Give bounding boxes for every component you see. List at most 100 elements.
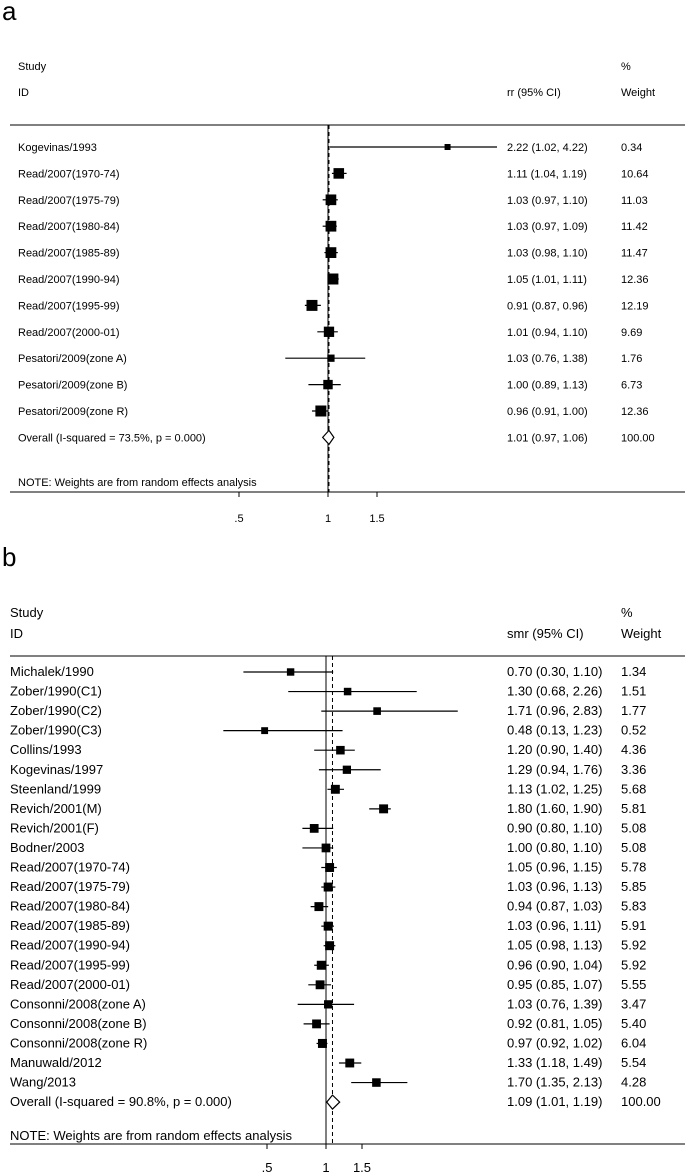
study-label: Pesatori/2009(zone A) <box>18 353 127 365</box>
study-label: Kogevinas/1997 <box>10 762 103 777</box>
study-label: Read/2007(2000-01) <box>18 327 120 339</box>
study-label: Read/2007(2000-01) <box>10 977 130 992</box>
study-label: Revich/2001(F) <box>10 820 99 835</box>
panel-a-x-tick-label: 1.5 <box>369 513 384 525</box>
point-estimate-marker <box>286 668 295 676</box>
ci-text: 1.05 (1.01, 1.11) <box>507 274 587 286</box>
ci-text: 1.03 (0.98, 1.10) <box>507 248 588 260</box>
weight-text: 6.04 <box>621 1035 646 1050</box>
weight-text: 1.77 <box>621 703 646 718</box>
weight-text: 5.55 <box>621 977 646 992</box>
weight-text: 5.85 <box>621 879 646 894</box>
overall-ci-text: 1.01 (0.97, 1.06) <box>507 432 588 444</box>
point-estimate-marker <box>325 863 335 872</box>
ci-text: 1.03 (0.76, 1.39) <box>507 996 602 1011</box>
ci-text: 1.05 (0.96, 1.15) <box>507 860 602 875</box>
study-label: Pesatori/2009(zone B) <box>18 380 127 392</box>
weight-text: 5.40 <box>621 1016 646 1031</box>
study-label: Read/2007(1990-94) <box>18 274 120 286</box>
panel-b-x-tick-label: 1.5 <box>353 1160 371 1173</box>
ci-text: 0.91 (0.87, 0.96) <box>507 300 588 312</box>
study-label: Consonni/2008(zone R) <box>10 1035 147 1050</box>
ci-text: 2.22 (1.02, 4.22) <box>507 142 588 154</box>
panel-b: b Study ID smr (95% CI) % Weight NOTE: W… <box>2 542 685 1173</box>
ci-text: 1.00 (0.80, 1.10) <box>507 840 602 855</box>
point-estimate-marker <box>324 1000 333 1009</box>
panel-b-note: NOTE: Weights are from random effects an… <box>10 1128 293 1143</box>
ci-text: 1.01 (0.94, 1.10) <box>507 327 588 339</box>
point-estimate-marker <box>323 379 333 390</box>
ci-text: 1.03 (0.97, 1.09) <box>507 221 588 233</box>
weight-text: 5.08 <box>621 820 646 835</box>
ci-text: 1.70 (1.35, 2.13) <box>507 1075 602 1090</box>
ci-text: 1.71 (0.96, 2.83) <box>507 703 602 718</box>
weight-text: 3.47 <box>621 996 646 1011</box>
panel-a-header-estimate: rr (95% CI) <box>507 87 561 99</box>
study-label: Read/2007(1975-79) <box>10 879 130 894</box>
ci-text: 0.70 (0.30, 1.10) <box>507 664 602 679</box>
overall-label: Overall (I-squared = 90.8%, p = 0.000) <box>10 1094 232 1109</box>
study-label: Read/2007(1980-84) <box>10 899 130 914</box>
ci-text: 0.97 (0.92, 1.02) <box>507 1035 602 1050</box>
overall-diamond <box>321 429 335 446</box>
point-estimate-marker <box>342 765 351 774</box>
study-label: Pesatori/2009(zone R) <box>18 406 128 418</box>
point-estimate-marker <box>317 1038 327 1048</box>
overall-weight-text: 100.00 <box>621 1094 661 1109</box>
study-label: Wang/2013 <box>10 1075 76 1090</box>
weight-text: 5.83 <box>621 899 646 914</box>
point-estimate-marker <box>321 843 331 853</box>
study-label: Kogevinas/1993 <box>18 142 97 154</box>
weight-text: 5.78 <box>621 860 646 875</box>
point-estimate-marker <box>336 745 345 755</box>
ci-text: 1.20 (0.90, 1.40) <box>507 742 602 757</box>
weight-text: 5.81 <box>621 801 646 816</box>
ci-text: 1.11 (1.04, 1.19) <box>507 168 587 180</box>
study-label: Revich/2001(M) <box>10 801 102 816</box>
point-estimate-marker <box>325 941 335 951</box>
weight-text: 1.51 <box>621 684 646 699</box>
weight-text: 1.76 <box>621 353 642 365</box>
panel-b-letter: b <box>2 542 16 572</box>
ci-text: 0.94 (0.87, 1.03) <box>507 899 602 914</box>
ci-text: 0.90 (0.80, 1.10) <box>507 820 602 835</box>
panel-b-x-tick-label: 1 <box>322 1160 329 1173</box>
ci-text: 0.95 (0.85, 1.07) <box>507 977 602 992</box>
point-estimate-marker <box>325 194 337 206</box>
ci-text: 0.92 (0.81, 1.05) <box>507 1016 602 1031</box>
point-estimate-marker <box>325 220 337 232</box>
weight-text: 12.36 <box>621 274 649 286</box>
point-estimate-marker <box>312 1019 321 1029</box>
study-label: Read/2007(1980-84) <box>18 221 120 233</box>
panel-a-note: NOTE: Weights are from random effects an… <box>18 477 257 489</box>
study-label: Zober/1990(C3) <box>10 723 102 738</box>
panel-a-header-weight: Weight <box>621 87 655 99</box>
panel-b-header-estimate: smr (95% CI) <box>507 626 584 641</box>
study-label: Consonni/2008(zone B) <box>10 1016 147 1031</box>
weight-text: 4.28 <box>621 1075 646 1090</box>
ci-text: 0.96 (0.90, 1.04) <box>507 957 602 972</box>
point-estimate-marker <box>261 727 269 735</box>
overall-diamond <box>325 1094 341 1110</box>
point-estimate-marker <box>330 784 340 794</box>
point-estimate-marker <box>373 707 381 715</box>
ci-text: 1.30 (0.68, 2.26) <box>507 684 602 699</box>
point-estimate-marker <box>327 273 339 285</box>
weight-text: 3.36 <box>621 762 646 777</box>
panel-a-x-tick-label: .5 <box>234 513 243 525</box>
study-label: Read/2007(1990-94) <box>10 938 130 953</box>
study-label: Michalek/1990 <box>10 664 94 679</box>
panel-b-x-tick-label: .5 <box>262 1160 273 1173</box>
weight-text: 1.34 <box>621 664 646 679</box>
weight-text: 10.64 <box>621 168 649 180</box>
panel-a-header-percent: % <box>621 61 631 73</box>
weight-text: 5.54 <box>621 1055 646 1070</box>
study-label: Read/2007(1985-89) <box>18 248 120 260</box>
ci-text: 0.96 (0.91, 1.00) <box>507 406 588 418</box>
point-estimate-marker <box>345 1058 355 1068</box>
point-estimate-marker <box>372 1078 381 1087</box>
ci-text: 1.05 (0.98, 1.13) <box>507 938 602 953</box>
panel-b-header-weight: Weight <box>621 626 662 641</box>
weight-text: 5.92 <box>621 938 646 953</box>
